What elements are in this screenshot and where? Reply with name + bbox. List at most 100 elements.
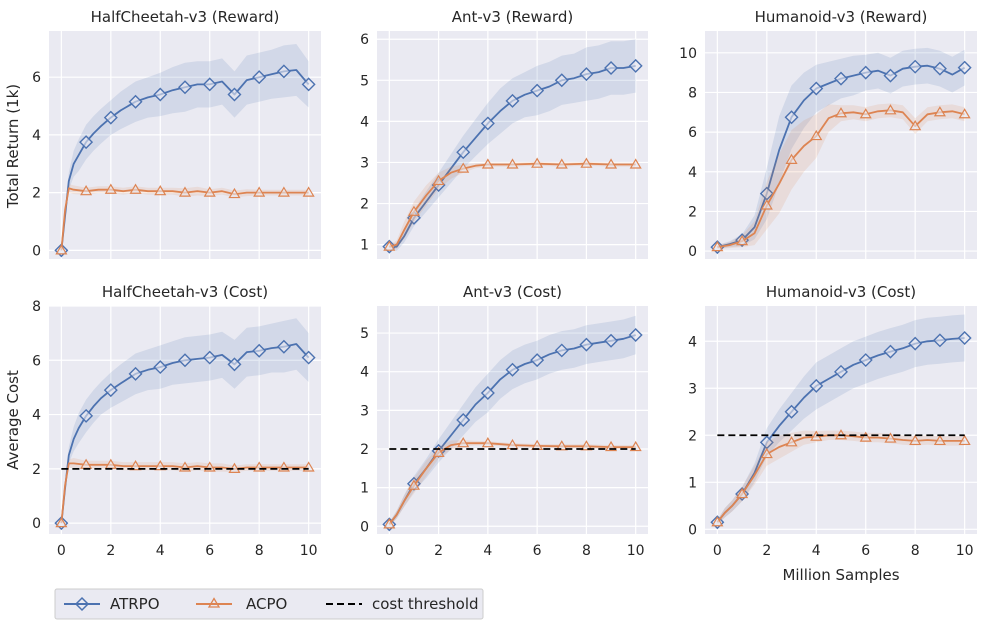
marker-acpo: [909, 434, 922, 446]
x-tick-label: 0: [57, 543, 66, 559]
plot-background: [377, 31, 648, 259]
panel-humanoid-cost: 0 1 2 3 4 0 2 4 6 8 10 Humanoid-v3 (Cost): [688, 283, 977, 559]
x-tick-label: 2: [762, 543, 771, 559]
marker-acpo: [80, 184, 93, 196]
legend-entry-acpo: ACPO: [196, 595, 287, 613]
marker-atrpo: [480, 116, 495, 131]
x-tick-label: 2: [434, 543, 443, 559]
panel-title: Humanoid-v3 (Reward): [755, 8, 928, 26]
marker-acpo: [736, 234, 749, 246]
marker-acpo: [432, 174, 445, 186]
y-tick-label: 2: [32, 462, 41, 478]
y-tick-label: 2: [32, 186, 41, 202]
y-tick-label: 4: [32, 408, 41, 424]
y-tick-label: 6: [360, 32, 369, 48]
y-tick-label: 4: [360, 365, 369, 381]
panel-halfcheetah-cost: 0 2 4 6 8 0 2 4 6 8 10 HalfCheetah-v3 (Cost): [32, 283, 321, 559]
marker-acpo: [629, 158, 642, 169]
line-acpo: [60, 462, 309, 524]
plot-background: [705, 31, 977, 259]
y-tick-label: 4: [360, 114, 369, 130]
marker-acpo: [785, 436, 798, 447]
y-tick-label: 5: [360, 326, 369, 342]
marker-atrpo: [178, 353, 192, 368]
marker-atrpo: [858, 353, 873, 368]
marker-acpo: [457, 162, 470, 173]
y-tick-label: 0: [688, 522, 697, 538]
marker-atrpo: [153, 87, 168, 102]
marker-acpo: [55, 244, 68, 255]
marker-acpo: [810, 129, 823, 141]
row-ylabel-reward: Total Return (1k): [4, 84, 22, 209]
marker-acpo: [604, 158, 618, 169]
legend-label-acpo: ACPO: [246, 595, 287, 613]
marker-acpo: [154, 184, 167, 196]
y-tick-label: 3: [360, 155, 369, 171]
x-tick-label: 6: [533, 543, 542, 559]
band-atrpo: [389, 39, 636, 251]
marker-atrpo: [834, 71, 848, 86]
marker-atrpo: [227, 357, 242, 372]
x-tick-label: 6: [861, 543, 870, 559]
y-tick-label: 4: [688, 165, 697, 181]
x-tick-label: 10: [300, 543, 318, 559]
marker-atrpo: [480, 385, 495, 400]
x-tick-label: 0: [713, 543, 722, 559]
panel-halfcheetah-reward: 0 2 4 6 HalfCheetah-v3 (Reward): [32, 8, 321, 259]
marker-atrpo: [957, 60, 972, 75]
marker-atrpo: [858, 65, 873, 80]
plot-background: [705, 306, 977, 534]
marker-atrpo: [530, 83, 545, 98]
marker-acpo: [933, 434, 946, 446]
legend-entry-cost-threshold: cost threshold: [326, 595, 479, 613]
marker-acpo: [228, 187, 241, 199]
marker-atrpo: [103, 110, 118, 125]
marker-acpo: [55, 516, 68, 528]
y-tick-label: 0: [360, 519, 369, 535]
marker-atrpo: [301, 350, 316, 365]
marker-atrpo: [178, 80, 192, 95]
marker-atrpo: [579, 337, 594, 352]
marker-acpo: [711, 516, 724, 527]
marker-atrpo: [202, 350, 217, 365]
marker-atrpo: [579, 67, 594, 82]
marker-atrpo: [301, 77, 316, 92]
marker-atrpo: [809, 81, 824, 96]
marker-acpo: [481, 158, 494, 169]
legend-label-atrpo: ATRPO: [110, 595, 160, 613]
marker-atrpo: [883, 68, 898, 83]
x-tick-label: 8: [582, 543, 591, 559]
legend-entry-atrpo: ATRPO: [64, 595, 160, 613]
marker-atrpo: [554, 73, 569, 88]
marker-atrpo: [908, 336, 923, 351]
marker-acpo: [711, 240, 724, 252]
marker-acpo: [580, 157, 593, 168]
marker-atrpo: [883, 344, 898, 359]
marker-atrpo: [834, 364, 848, 379]
legend: ATRPO ACPO cost threshold: [54, 588, 484, 620]
panel-humanoid-reward: 0 2 4 6 8 10 Humanoid-v3 (Reward): [679, 8, 977, 260]
marker-atrpo: [932, 333, 947, 348]
y-tick-label: 6: [32, 353, 41, 369]
marker-acpo: [834, 107, 848, 118]
marker-acpo: [736, 487, 749, 499]
panel-ant-reward: 1 2 3 4 5 6 Ant-v3 (Reward): [360, 8, 648, 259]
marker-atrpo: [604, 333, 619, 348]
marker-acpo: [129, 183, 142, 194]
marker-atrpo: [252, 70, 267, 85]
marker-acpo: [178, 186, 192, 197]
marker-atrpo: [456, 145, 471, 160]
x-tick-label: 0: [385, 543, 394, 559]
marker-acpo: [506, 158, 519, 169]
marker-acpo: [958, 434, 971, 446]
marker-atrpo: [784, 110, 799, 125]
y-tick-label: 0: [688, 244, 697, 260]
marker-atrpo: [79, 408, 94, 423]
line-acpo: [716, 434, 965, 523]
plot-background: [49, 306, 321, 534]
panel-title: Humanoid-v3 (Cost): [766, 283, 916, 301]
row-ylabel-cost: Average Cost: [4, 370, 22, 470]
x-tick-label: 10: [627, 543, 645, 559]
marker-atrpo: [554, 343, 569, 358]
